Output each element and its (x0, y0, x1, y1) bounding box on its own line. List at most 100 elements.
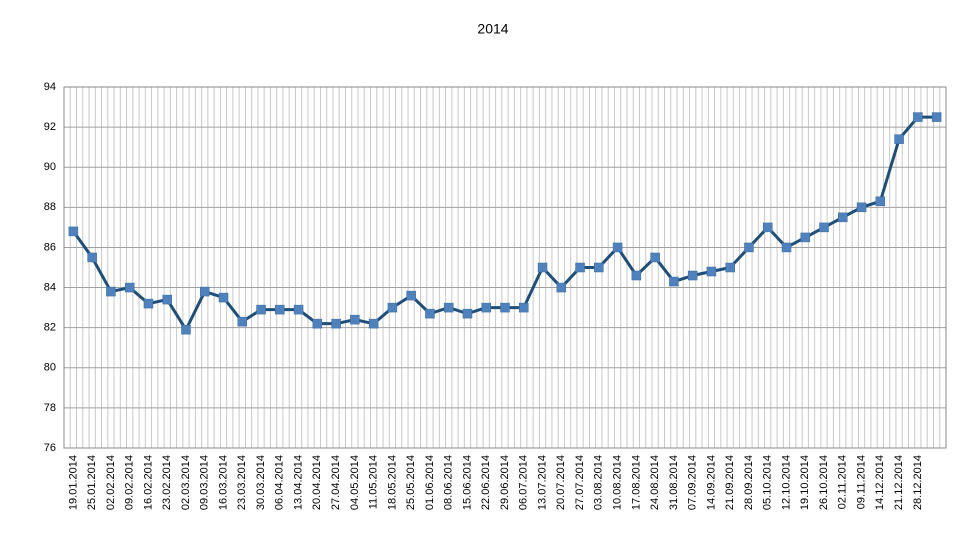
y-tick-label: 92 (44, 121, 56, 133)
x-tick-label: 21.09.2014 (724, 455, 736, 510)
x-tick-label: 29.06.2014 (499, 455, 511, 510)
x-tick-label: 07.09.2014 (687, 455, 699, 510)
marker (425, 308, 435, 319)
x-tick-label: 05.10.2014 (762, 455, 774, 510)
plot-border (63, 86, 947, 449)
y-tick-label: 82 (44, 322, 56, 334)
y-tick-label: 94 (44, 81, 56, 93)
marker (725, 262, 735, 273)
marker (500, 302, 510, 313)
x-tick-label: 25.01.2014 (86, 455, 98, 510)
x-tick-label: 25.05.2014 (405, 455, 417, 510)
marker (350, 314, 360, 325)
marker (293, 304, 304, 315)
x-tick-label: 27.07.2014 (574, 455, 586, 510)
marker (331, 318, 341, 329)
marker (275, 304, 285, 315)
marker (519, 302, 529, 313)
marker (650, 252, 660, 263)
x-tick-label: 19.01.2014 (67, 455, 79, 510)
x-tick-label: 10.08.2014 (612, 455, 624, 510)
x-tick-label: 28.09.2014 (743, 455, 755, 510)
chart-title: 2014 (477, 21, 508, 37)
marker (687, 270, 698, 281)
marker (744, 242, 754, 253)
x-tick-label: 02.02.2014 (105, 455, 117, 510)
marker (537, 262, 548, 273)
marker (406, 290, 416, 301)
x-tick-label: 11.05.2014 (368, 455, 380, 509)
marker (781, 242, 792, 253)
marker (706, 266, 717, 277)
x-tick-label: 06.04.2014 (274, 455, 286, 510)
x-tick-label: 22.06.2014 (480, 455, 492, 510)
y-tick-label: 84 (44, 281, 56, 293)
marker (594, 262, 604, 273)
marker (631, 270, 642, 281)
marker (199, 286, 210, 297)
x-tick-label: 17.08.2014 (630, 455, 642, 510)
x-tick-label: 15.06.2014 (461, 455, 473, 510)
x-tick-label: 13.04.2014 (292, 455, 304, 510)
marker (312, 318, 323, 329)
x-tick-label: 03.08.2014 (593, 455, 605, 510)
x-tick-label: 28.12.2014 (912, 455, 924, 510)
marker (913, 112, 923, 122)
marker (368, 318, 379, 329)
marker (218, 292, 229, 303)
marker (800, 232, 811, 243)
x-tick-label: 01.06.2014 (424, 455, 436, 510)
x-tick-label: 26.10.2014 (818, 455, 830, 510)
marker (387, 302, 398, 313)
x-tick-label: 14.09.2014 (705, 455, 717, 510)
marker (162, 294, 172, 305)
x-tick-label: 16.02.2014 (142, 455, 154, 510)
y-tick-label: 88 (44, 201, 56, 213)
x-tick-label: 19.10.2014 (799, 455, 811, 510)
marker (556, 282, 567, 293)
marker (838, 212, 848, 223)
marker (875, 196, 886, 207)
marker (462, 308, 473, 319)
x-tick-label: 23.02.2014 (161, 455, 173, 510)
marker (894, 134, 904, 144)
y-tick-label: 86 (44, 241, 56, 253)
marker (931, 112, 942, 122)
marker (481, 302, 491, 313)
x-tick-label: 21.12.2014 (893, 455, 905, 510)
x-tick-label: 18.05.2014 (386, 455, 398, 510)
marker (143, 298, 154, 309)
marker (856, 202, 867, 213)
x-tick-label: 20.04.2014 (311, 455, 323, 510)
x-tick-label: 30.03.2014 (255, 455, 267, 510)
y-tick-label: 90 (44, 161, 56, 173)
x-tick-label: 02.11.2014 (837, 455, 849, 509)
marker (68, 226, 79, 237)
y-tick-label: 76 (44, 442, 56, 454)
x-tick-label: 09.02.2014 (124, 455, 136, 510)
x-tick-label: 02.03.2014 (180, 455, 192, 510)
marker (237, 316, 248, 327)
x-tick-label: 27.04.2014 (330, 455, 342, 510)
x-tick-label: 13.07.2014 (536, 455, 548, 510)
marker (443, 302, 454, 313)
x-tick-label: 06.07.2014 (518, 455, 530, 510)
series-line (72, 115, 937, 332)
x-tick-label: 12.10.2014 (780, 455, 792, 510)
marker (124, 282, 135, 293)
x-tick-label: 20.07.2014 (555, 455, 567, 510)
x-tick-label: 16.03.2014 (217, 455, 229, 510)
x-tick-label: 31.08.2014 (668, 455, 680, 510)
y-tick-label: 80 (44, 362, 56, 374)
x-tick-label: 09.11.2014 (855, 455, 867, 509)
marker (87, 252, 97, 263)
marker (612, 242, 623, 253)
x-tick-label: 23.03.2014 (236, 455, 248, 510)
x-tick-label: 09.03.2014 (199, 455, 211, 510)
marker (256, 304, 266, 315)
marker (819, 222, 829, 233)
x-tick-label: 04.05.2014 (349, 455, 361, 510)
marker (669, 276, 679, 287)
marker (575, 262, 585, 273)
